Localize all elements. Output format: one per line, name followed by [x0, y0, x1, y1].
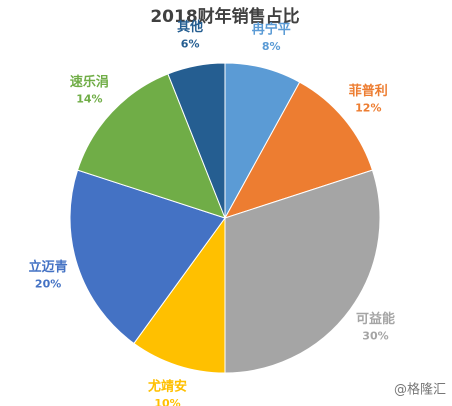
- pie-slice: [133, 216, 226, 374]
- value-label: 6%: [181, 37, 200, 50]
- slice-label: 冉宁平: [252, 21, 291, 37]
- pie-slice: [76, 73, 226, 219]
- slice-label: 可益能: [356, 311, 395, 327]
- slice-label: 速乐涓: [70, 74, 109, 90]
- value-label: 30%: [362, 329, 388, 342]
- slice-label: 其他: [177, 19, 203, 35]
- value-label: 8%: [262, 40, 281, 53]
- slice-label: 尤靖安: [148, 378, 187, 394]
- pie-slice: [167, 62, 226, 219]
- pie-slice: [223, 81, 374, 219]
- watermark: @格隆汇: [394, 382, 446, 398]
- pie-slice: [69, 169, 226, 345]
- pie-slice: [224, 169, 381, 374]
- slice-label: 菲普利: [349, 83, 388, 99]
- chart-title: 2018财年销售占比: [150, 6, 299, 27]
- value-label: 14%: [76, 93, 102, 106]
- value-label: 10%: [154, 397, 180, 406]
- value-label: 12%: [355, 101, 381, 114]
- slice-label: 立迈青: [29, 259, 68, 275]
- value-label: 20%: [35, 277, 61, 290]
